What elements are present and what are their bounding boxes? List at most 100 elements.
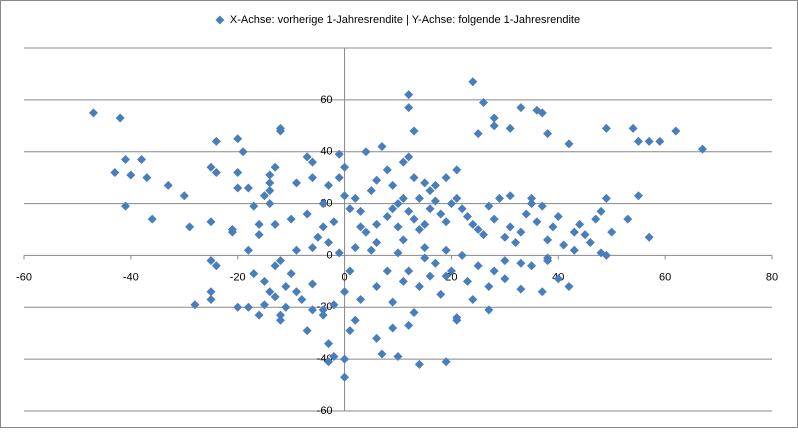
point	[553, 274, 563, 284]
point	[468, 219, 478, 229]
point	[388, 180, 398, 190]
y-tick-label: 60	[320, 94, 332, 106]
point	[484, 282, 494, 292]
point	[382, 212, 392, 222]
point	[500, 256, 510, 266]
point	[478, 97, 488, 107]
point	[537, 201, 547, 211]
point	[270, 292, 280, 302]
point	[569, 227, 579, 237]
point	[121, 154, 131, 164]
point	[398, 193, 408, 203]
point	[361, 147, 371, 157]
point	[495, 193, 505, 203]
point	[291, 287, 301, 297]
point	[436, 209, 446, 219]
point	[366, 186, 376, 196]
point	[318, 305, 328, 315]
point	[457, 204, 467, 214]
point	[500, 232, 510, 242]
point	[633, 136, 643, 146]
point	[473, 225, 483, 234]
point	[398, 235, 408, 245]
point	[372, 219, 382, 229]
point	[233, 183, 243, 193]
point	[441, 245, 451, 255]
point	[564, 282, 574, 292]
point	[441, 217, 451, 227]
point	[457, 250, 467, 260]
x-tick-label: 80	[766, 271, 778, 283]
point	[462, 276, 472, 286]
point	[527, 193, 537, 203]
point	[425, 186, 435, 196]
point	[516, 227, 526, 237]
point	[259, 191, 269, 201]
point	[388, 204, 398, 214]
point	[628, 123, 638, 133]
point	[489, 113, 499, 123]
point	[596, 206, 606, 216]
point	[259, 276, 269, 286]
point	[324, 237, 334, 247]
point	[623, 214, 633, 224]
point	[473, 261, 483, 271]
point	[281, 302, 291, 312]
point	[329, 352, 339, 362]
point	[334, 149, 344, 159]
point	[414, 282, 424, 292]
point	[388, 323, 398, 333]
point	[372, 333, 382, 343]
point	[254, 310, 264, 320]
x-tick-label: -20	[230, 271, 246, 283]
point	[340, 287, 350, 297]
point	[211, 261, 221, 271]
x-tick-label: -40	[123, 271, 139, 283]
point	[468, 295, 478, 305]
point	[553, 212, 563, 222]
point	[500, 274, 510, 284]
point	[243, 183, 253, 193]
point	[409, 307, 419, 317]
point	[265, 170, 275, 180]
point	[340, 162, 350, 172]
point	[206, 287, 216, 297]
point	[372, 237, 382, 247]
point	[345, 326, 355, 336]
point	[142, 173, 152, 183]
point	[516, 258, 526, 268]
point	[329, 217, 339, 227]
point	[211, 136, 221, 146]
point	[404, 266, 414, 276]
x-tick-label: 60	[659, 271, 671, 283]
point	[206, 256, 216, 266]
point	[147, 214, 157, 224]
point	[308, 279, 318, 289]
point	[414, 193, 424, 203]
point	[382, 266, 392, 276]
point	[377, 142, 387, 152]
point	[350, 193, 360, 203]
point	[505, 222, 515, 232]
point	[452, 313, 462, 323]
point	[318, 310, 328, 320]
point	[318, 199, 328, 209]
point	[601, 193, 611, 203]
point	[238, 147, 248, 157]
point	[350, 315, 360, 325]
point	[115, 113, 125, 123]
point	[409, 214, 419, 224]
point	[527, 199, 537, 209]
point	[163, 180, 173, 190]
point	[409, 173, 419, 183]
point	[607, 227, 617, 237]
point	[505, 191, 515, 201]
point	[340, 372, 350, 382]
point	[110, 167, 120, 177]
point	[388, 297, 398, 307]
point	[575, 219, 585, 229]
point	[473, 129, 483, 139]
point	[505, 123, 515, 133]
point	[308, 243, 318, 253]
